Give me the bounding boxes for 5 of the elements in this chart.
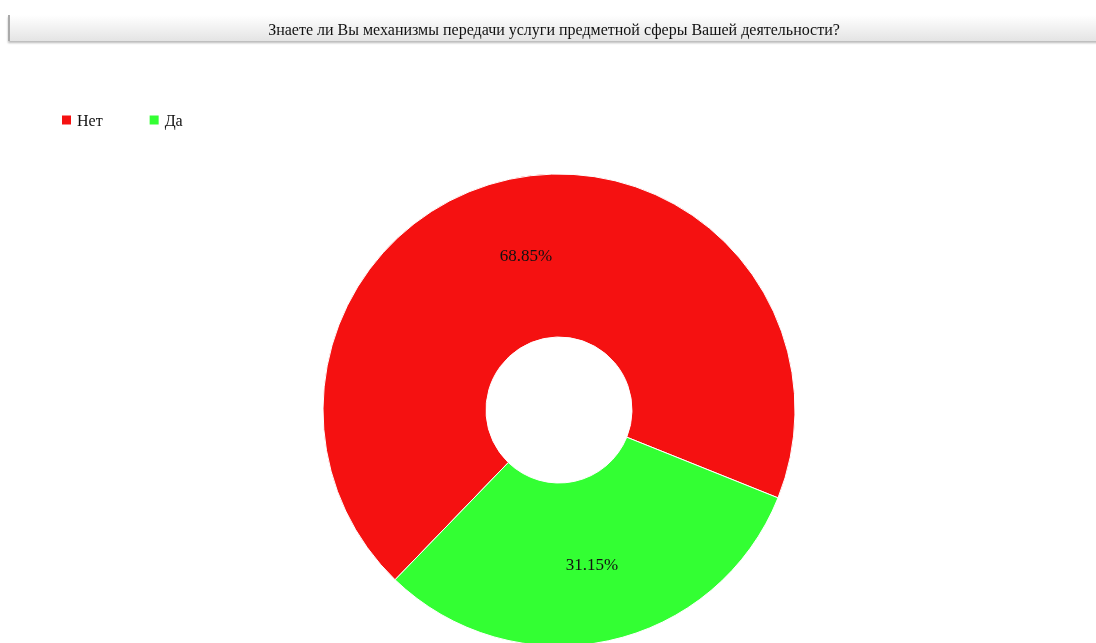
- legend-label: Нет: [77, 111, 103, 129]
- data-label: 68.85%: [499, 246, 553, 266]
- legend-label: Да: [164, 111, 183, 130]
- chart-title: Знаете ли Вы механизмы передачи услуги предметной сферы Вашей деятельности?: [8, 15, 1096, 41]
- data-label: 31.15%: [565, 554, 619, 574]
